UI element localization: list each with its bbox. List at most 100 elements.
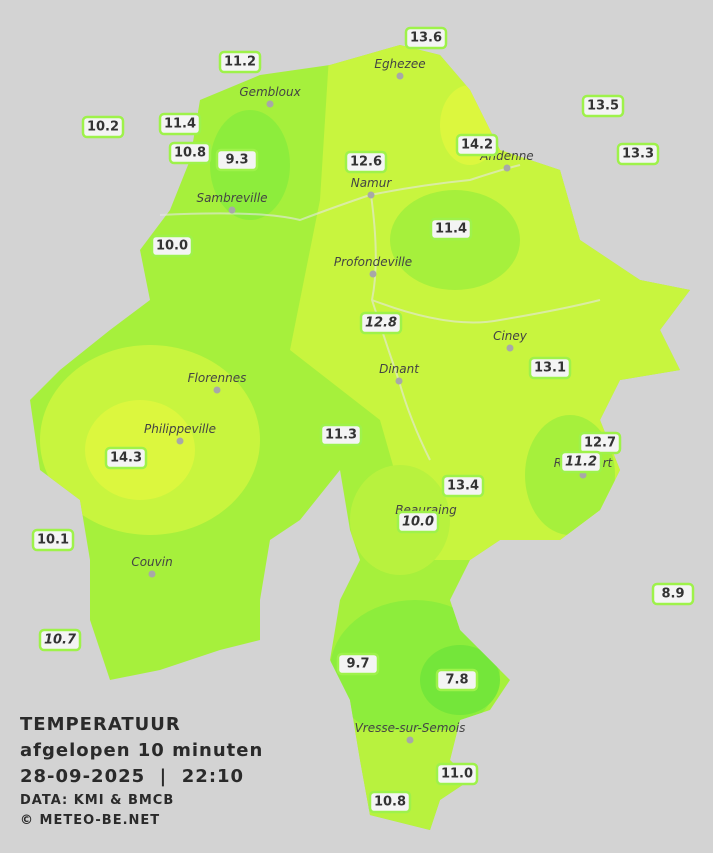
station-box bbox=[429, 217, 473, 241]
town-name: Couvin bbox=[131, 555, 172, 569]
station-label: 14.3 bbox=[104, 446, 148, 470]
station-box bbox=[344, 150, 388, 174]
station-value: 11.2 bbox=[224, 55, 256, 70]
station-label: 10.7 bbox=[38, 628, 82, 652]
station-label: 11.2 bbox=[559, 450, 603, 474]
station-label: 11.4 bbox=[429, 217, 473, 241]
town-name: Ciney bbox=[493, 329, 528, 343]
town-name: Dinant bbox=[379, 362, 420, 376]
town-dot bbox=[213, 386, 221, 394]
legend-source: DATA: KMI & BMCB bbox=[20, 793, 174, 808]
station-label: 11.2 bbox=[218, 50, 262, 74]
town-name: Philippeville bbox=[144, 422, 216, 436]
station-box bbox=[218, 50, 262, 74]
station-value: 12.8 bbox=[365, 316, 397, 331]
town-dot bbox=[369, 270, 377, 278]
station-box bbox=[396, 510, 440, 534]
station-value: 7.8 bbox=[445, 673, 468, 688]
station-box bbox=[81, 115, 125, 139]
station-value: 10.8 bbox=[174, 146, 206, 161]
station-box bbox=[215, 148, 259, 172]
station-label: 13.4 bbox=[441, 474, 485, 498]
legend-copyright: © METEO-BE.NET bbox=[20, 813, 160, 828]
town-name: Gembloux bbox=[239, 85, 301, 99]
station-value: 12.7 bbox=[584, 436, 616, 451]
station-box bbox=[435, 762, 479, 786]
station-box bbox=[319, 423, 363, 447]
station-value: 12.6 bbox=[350, 155, 382, 170]
station-box bbox=[336, 652, 380, 676]
legend-period: afgelopen 10 minuten bbox=[20, 740, 263, 761]
station-label: 8.9 bbox=[651, 582, 695, 606]
station-value: 8.9 bbox=[661, 587, 684, 602]
town-dot bbox=[266, 100, 274, 108]
station-label: 13.5 bbox=[581, 94, 625, 118]
station-box bbox=[581, 94, 625, 118]
station-value: 13.3 bbox=[622, 147, 654, 162]
station-label: 10.0 bbox=[150, 234, 194, 258]
station-label: 12.6 bbox=[344, 150, 388, 174]
station-value: 11.2 bbox=[565, 455, 597, 470]
town-dot bbox=[367, 191, 375, 199]
station-box bbox=[168, 141, 212, 165]
station-box bbox=[616, 142, 660, 166]
station-label: 13.6 bbox=[404, 26, 448, 50]
station-value: 14.3 bbox=[110, 451, 142, 466]
town-dot bbox=[176, 437, 184, 445]
station-value: 13.1 bbox=[534, 361, 566, 376]
station-label: 10.8 bbox=[168, 141, 212, 165]
station-label: 11.0 bbox=[435, 762, 479, 786]
station-value: 11.0 bbox=[441, 767, 473, 782]
station-label: 14.2 bbox=[455, 133, 499, 157]
station-value: 10.7 bbox=[44, 633, 77, 648]
station-value: 11.3 bbox=[325, 428, 357, 443]
station-label: 11.4 bbox=[158, 112, 202, 136]
station-value: 10.0 bbox=[156, 239, 188, 254]
station-label: 10.2 bbox=[81, 115, 125, 139]
town-dot bbox=[395, 377, 403, 385]
station-value: 10.8 bbox=[374, 795, 406, 810]
station-value: 14.2 bbox=[461, 138, 493, 153]
station-value: 9.7 bbox=[346, 657, 369, 672]
station-label: 10.1 bbox=[31, 528, 75, 552]
station-box bbox=[150, 234, 194, 258]
town-name: Vresse-sur-Semois bbox=[355, 721, 466, 735]
station-box bbox=[455, 133, 499, 157]
station-label: 13.3 bbox=[616, 142, 660, 166]
station-label: 10.8 bbox=[368, 790, 412, 814]
station-value: 11.4 bbox=[435, 222, 467, 237]
station-box bbox=[38, 628, 82, 652]
station-box bbox=[104, 446, 148, 470]
town-name: Profondeville bbox=[334, 255, 412, 269]
town-dot bbox=[406, 736, 414, 744]
town-dot bbox=[228, 206, 236, 214]
town-name: Eghezee bbox=[374, 57, 425, 71]
station-value: 13.4 bbox=[447, 479, 479, 494]
station-label: 9.3 bbox=[215, 148, 259, 172]
town-dot bbox=[148, 570, 156, 578]
station-value: 10.2 bbox=[87, 120, 119, 135]
town-dot bbox=[503, 164, 511, 172]
station-box bbox=[651, 582, 695, 606]
town-name: Namur bbox=[351, 176, 393, 190]
legend-datetime: 28-09-2025 | 22:10 bbox=[20, 766, 244, 787]
station-label: 12.8 bbox=[359, 311, 403, 335]
station-value: 11.4 bbox=[164, 117, 196, 132]
station-box bbox=[441, 474, 485, 498]
town-dot bbox=[506, 344, 514, 352]
station-box bbox=[435, 668, 479, 692]
station-box bbox=[559, 450, 603, 474]
station-label: 13.1 bbox=[528, 356, 572, 380]
station-box bbox=[158, 112, 202, 136]
station-value: 9.3 bbox=[225, 153, 248, 168]
legend-title: TEMPERATUUR bbox=[20, 714, 181, 735]
station-box bbox=[404, 26, 448, 50]
station-value: 10.1 bbox=[37, 533, 69, 548]
station-value: 10.0 bbox=[402, 515, 434, 530]
station-label: 7.8 bbox=[435, 668, 479, 692]
station-box bbox=[368, 790, 412, 814]
town-dot bbox=[396, 72, 404, 80]
station-value: 13.5 bbox=[587, 99, 619, 114]
station-label: 10.0 bbox=[396, 510, 440, 534]
